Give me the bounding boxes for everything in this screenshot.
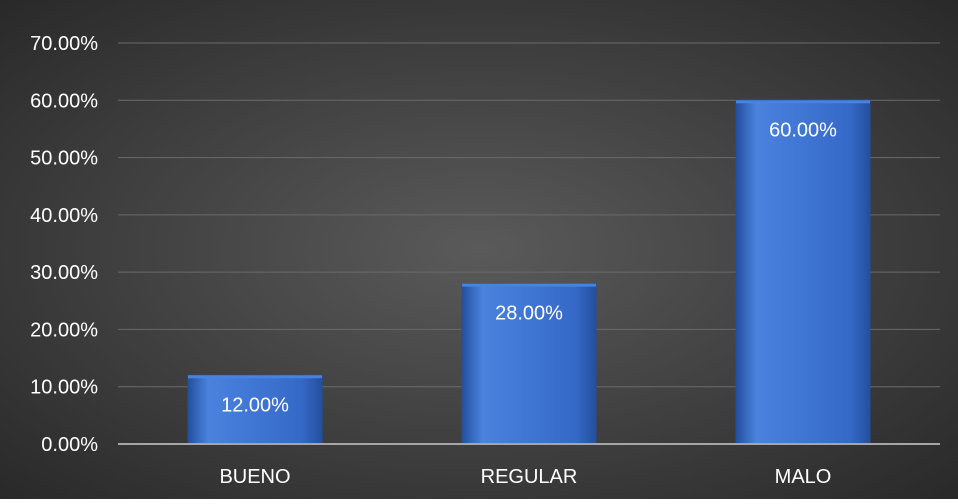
y-axis-tick-labels: 0.00% 10.00% 20.00% 30.00% 40.00% 50.00% 60.00…: [30, 33, 98, 456]
y-tick-label: 40.00%: [30, 205, 98, 227]
y-tick-label: 0.00%: [41, 434, 98, 456]
x-axis-tick-labels: BUENO REGULAR MALO: [219, 466, 831, 488]
bar: [735, 99, 871, 445]
bar-top-highlight: [736, 100, 870, 104]
bar-top-highlight: [462, 283, 596, 287]
y-tick-label: 10.00%: [30, 377, 98, 399]
bar: [461, 283, 597, 445]
bar-top-highlight: [188, 375, 322, 379]
y-tick-label: 30.00%: [30, 262, 98, 284]
bar: [187, 374, 323, 445]
y-tick-label: 60.00%: [30, 90, 98, 112]
data-label: 12.00%: [221, 394, 289, 416]
bars: 12.00% 28.00% 60.00%: [187, 99, 871, 445]
x-tick-label: REGULAR: [481, 466, 578, 488]
x-tick-label: BUENO: [219, 466, 290, 488]
y-tick-label: 50.00%: [30, 148, 98, 170]
data-label: 60.00%: [769, 119, 837, 141]
y-tick-label: 70.00%: [30, 33, 98, 55]
x-tick-label: MALO: [775, 466, 832, 488]
y-tick-label: 20.00%: [30, 319, 98, 341]
data-label: 28.00%: [495, 303, 563, 325]
